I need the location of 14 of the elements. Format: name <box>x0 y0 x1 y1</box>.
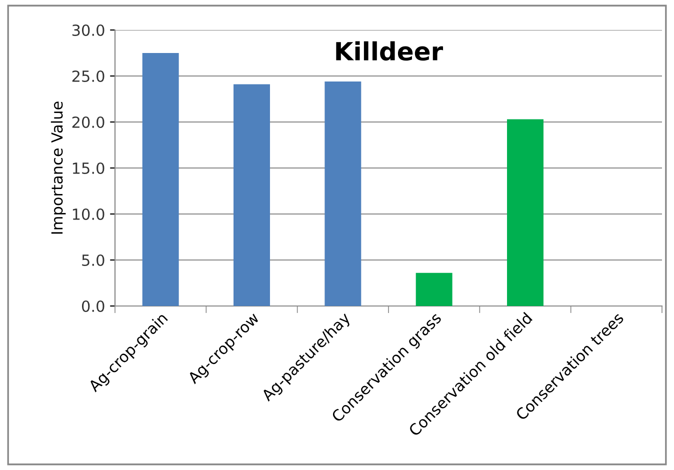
y-tick-label: 20.0 <box>72 116 104 128</box>
y-tick-label: 10.0 <box>72 208 104 220</box>
y-tick-label: 25.0 <box>72 70 104 82</box>
bar <box>324 82 362 306</box>
y-tick-label: 30.0 <box>72 24 104 36</box>
y-axis-title: Importance Value <box>50 102 66 234</box>
y-tick-label: 15.0 <box>72 162 104 174</box>
y-tick-label: 0.0 <box>82 300 104 312</box>
bar <box>416 272 452 306</box>
bar <box>142 53 179 306</box>
bar <box>507 119 544 306</box>
chart-title: Killdeer <box>336 41 444 61</box>
bar <box>234 84 270 306</box>
y-tick-label: 5.0 <box>82 254 104 266</box>
